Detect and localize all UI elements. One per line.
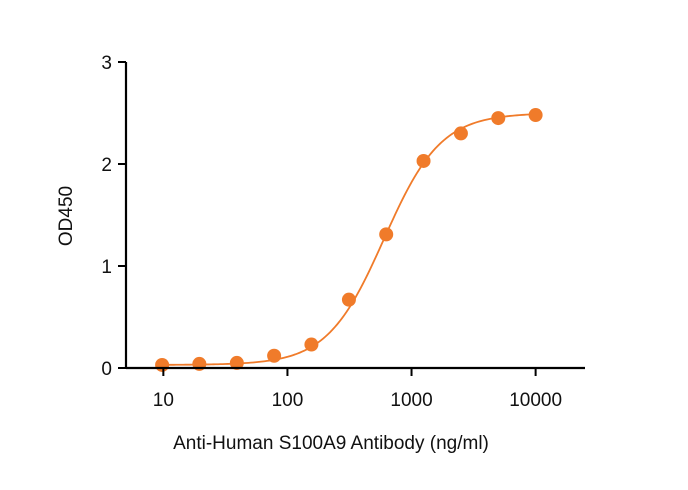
axes-layer: 0 1 2 3 10 100 1000 10000 <box>101 53 585 411</box>
data-points-layer <box>155 108 543 372</box>
data-point <box>491 111 506 126</box>
data-point <box>379 227 394 242</box>
x-tick-label: 10 <box>153 390 174 411</box>
data-point <box>416 153 431 168</box>
data-point <box>341 292 356 307</box>
x-axis-label: Anti-Human S100A9 Antibody (ng/ml) <box>173 433 489 454</box>
y-tick-label: 3 <box>101 53 112 74</box>
data-point <box>528 108 543 123</box>
y-axis-label: OD450 <box>56 186 77 246</box>
data-point <box>267 348 282 363</box>
x-tick-label: 1000 <box>390 390 432 411</box>
y-tick-label: 0 <box>101 359 112 380</box>
data-point <box>229 355 244 370</box>
y-tick-label: 1 <box>101 257 112 278</box>
x-tick-label: 100 <box>272 390 304 411</box>
fit-curve <box>162 113 536 366</box>
data-point <box>155 357 170 372</box>
fit-curve-layer <box>162 113 536 366</box>
x-tick-label: 10000 <box>509 390 562 411</box>
data-point <box>453 126 468 141</box>
y-tick-label: 2 <box>101 155 112 176</box>
data-point <box>304 337 319 352</box>
